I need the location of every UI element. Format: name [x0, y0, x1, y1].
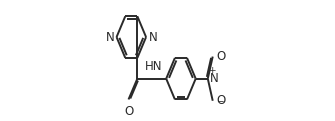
Text: −: −: [216, 96, 224, 105]
Text: +: +: [208, 66, 216, 75]
Text: N: N: [210, 72, 219, 85]
Text: N: N: [148, 31, 157, 44]
Text: HN: HN: [144, 60, 162, 73]
Text: O: O: [124, 105, 133, 118]
Text: O: O: [216, 50, 225, 63]
Text: N: N: [106, 31, 114, 44]
Text: O: O: [216, 94, 225, 107]
